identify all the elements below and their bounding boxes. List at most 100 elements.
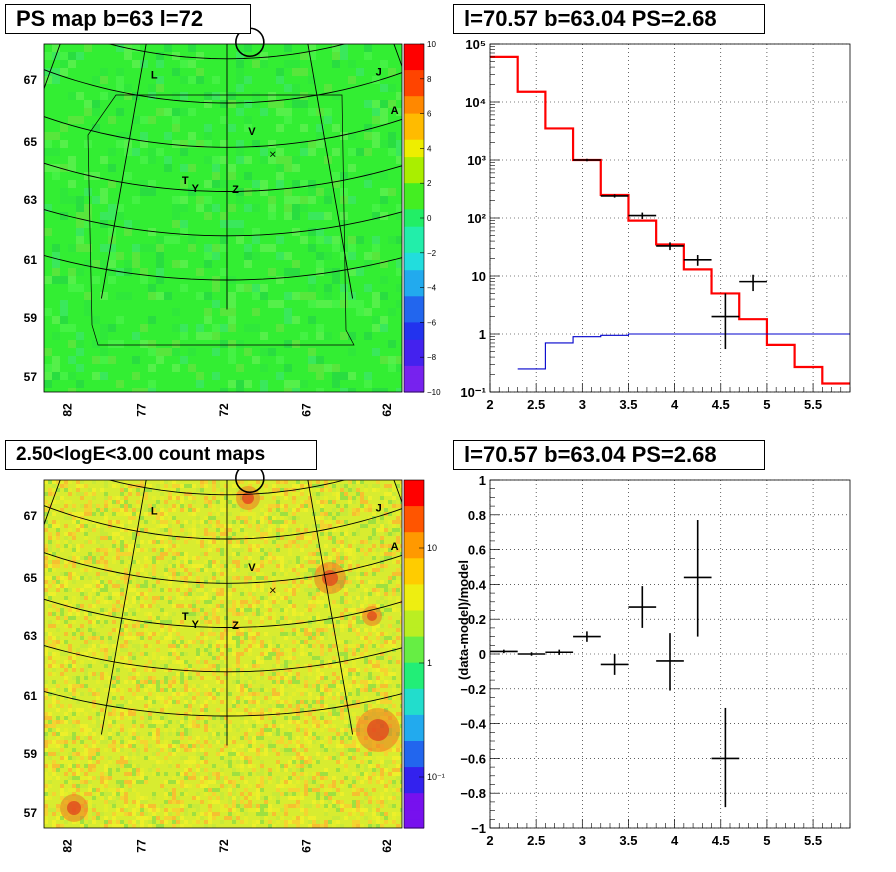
ps_map-longitude-line xyxy=(100,44,147,299)
count_map-hot-spot-core xyxy=(67,801,81,815)
count_map-y-tick-label: 61 xyxy=(24,689,38,703)
count_map-frame xyxy=(43,479,403,829)
count_map-colorbar-cell xyxy=(404,532,424,542)
spectrum-y-tick-label: 10² xyxy=(467,211,486,226)
count_map-hot-spot-core xyxy=(367,719,389,741)
spectrum-data-point xyxy=(739,274,767,292)
count_map-colorbar-cell xyxy=(404,645,424,655)
ps_map-colorbar-tick-label: −4 xyxy=(427,284,437,293)
residual-y-tick-label: 1 xyxy=(479,473,486,488)
ps_map-colorbar-cell xyxy=(404,165,424,176)
ps_map-y-tick-label: 61 xyxy=(24,253,38,267)
ps_map-colorbar-cell xyxy=(404,52,424,62)
spectrum-y-tick-label: 10⁴ xyxy=(465,95,486,110)
ps_map-colorbar-cell xyxy=(404,157,424,167)
ps_map-colorbar-cell xyxy=(404,96,424,106)
count_map-source-label: V xyxy=(248,562,256,574)
ps_map-frame xyxy=(43,43,403,393)
ps_map-source-label: A xyxy=(391,105,399,117)
count_map-colorbar-cell xyxy=(404,636,424,646)
ps_map-colorbar-cell xyxy=(404,278,424,289)
count_map-longitude-line xyxy=(307,480,354,735)
count_map-source-label: C xyxy=(168,425,176,437)
count_map-colorbar-cell xyxy=(404,732,424,742)
residual-y-tick-label: 0.8 xyxy=(468,508,486,523)
spectrum-data-point xyxy=(711,293,740,350)
ps_map-colorbar-cell xyxy=(404,261,424,271)
ps_map-colorbar-cell xyxy=(404,235,424,245)
ps_map-colorbar-tick-label: 2 xyxy=(427,179,432,188)
ps_map-source-label: V xyxy=(248,126,256,138)
count_map-source-label: T xyxy=(182,611,189,623)
count_map-source-cross xyxy=(269,587,276,594)
count_map-colorbar-cell xyxy=(404,688,424,699)
ps_map-colorbar-cell xyxy=(404,183,424,193)
ps_map-colorbar-cell xyxy=(404,200,424,210)
ps_map-colorbar-cell xyxy=(404,191,424,202)
count_map-source-label: U xyxy=(348,425,356,437)
spectrum-data-point xyxy=(683,255,712,266)
count_map-colorbar-cell xyxy=(404,662,424,672)
ps_map-x-tick-label: 72 xyxy=(217,403,231,417)
count_map-colorbar: 10 1 10⁻¹ xyxy=(403,479,445,829)
ps_map-colorbar-cell xyxy=(404,139,424,149)
count_map-colorbar-cell xyxy=(404,697,424,707)
ps_map-colorbar-cell xyxy=(404,357,424,367)
ps_map-colorbar-tick-label: 0 xyxy=(427,214,432,223)
residual-y-tick-label: −0.8 xyxy=(460,786,486,801)
count_map-longitude-line xyxy=(100,480,147,735)
count_map-colorbar-cell xyxy=(404,775,424,786)
ps_map-source-label: U xyxy=(348,0,356,1)
spectrum-series xyxy=(490,55,850,385)
ps_map-colorbar-cell xyxy=(404,148,424,158)
ps_map-colorbar-cell xyxy=(404,383,424,393)
count_map-source-label: N xyxy=(30,615,38,627)
count_map-colorbar-cell xyxy=(404,558,424,568)
ps_map-colorbar-cell xyxy=(404,374,424,384)
residual-y-tick-label: 0.2 xyxy=(468,612,486,627)
ps_map-source-label: T xyxy=(182,175,189,187)
count_map-colorbar-tick-label: 10 xyxy=(427,543,437,553)
ps_map-y-tick-label: 63 xyxy=(24,193,38,207)
ps_map-colorbar-tick-label: −2 xyxy=(427,249,437,258)
residual-title: l=70.57 b=63.04 PS=2.68 xyxy=(453,440,765,470)
count_map-colorbar-cell xyxy=(404,549,424,559)
count_map-source-label: J xyxy=(376,503,382,515)
count_map-colorbar-tick-label: 10⁻¹ xyxy=(427,772,445,782)
count_map-panel: SKFQHXPECBWUBOIDLJMVATYZNG82777267626765… xyxy=(24,425,403,853)
count_map-colorbar-cell xyxy=(404,758,424,768)
count_map-x-tick-label: 72 xyxy=(217,839,231,853)
ps_map-colorbar-tick-label: 8 xyxy=(427,75,432,84)
spectrum-title: l=70.57 b=63.04 PS=2.68 xyxy=(453,4,765,34)
count_map-colorbar-cell xyxy=(404,723,424,733)
residual-data-point xyxy=(600,654,629,675)
spectrum-x-tick-label: 3 xyxy=(579,397,586,412)
spectrum-data-point xyxy=(600,194,629,198)
count_map-colorbar-tick-label: 1 xyxy=(427,658,432,668)
count_map-colorbar-cell xyxy=(404,819,424,829)
residual-y-tick-label: −0.6 xyxy=(460,751,486,766)
count_map-colorbar-cell xyxy=(404,793,424,803)
ps_map-colorbar-tick-label: 4 xyxy=(427,144,432,153)
count_map-colorbar-cell xyxy=(404,575,424,585)
count_map-graticule xyxy=(44,480,402,746)
residual-data-point xyxy=(545,649,574,655)
residual-data-point xyxy=(517,652,546,656)
ps_map-colorbar-tick-label: −8 xyxy=(427,353,437,362)
count_map-source-label: L xyxy=(151,505,158,517)
residual-panel: 2 2.5 3 3.5 4 4.5 5 5.5 1 0.8 0.6 0.4 0.2 0 −0.2 −0.4 −0… xyxy=(456,473,851,848)
residual-y-tick-label: −0.2 xyxy=(460,682,486,697)
ps_map-colorbar-cell xyxy=(404,365,424,376)
residual-data-point xyxy=(573,631,601,642)
ps_map-colorbar-cell xyxy=(404,313,424,323)
ps_map-colorbar-cell xyxy=(404,348,424,358)
ps_map-colorbar-cell xyxy=(404,104,424,115)
ps_map-colorbar-cell xyxy=(404,270,424,280)
ps_map-colorbar-cell xyxy=(404,322,424,332)
ps_map-x-tick-label: 82 xyxy=(60,403,74,417)
ps_map-x-tick-label: 62 xyxy=(380,403,394,417)
count_map-colorbar-cell xyxy=(404,506,424,516)
ps_map-source-label: C xyxy=(168,0,176,1)
ps_map-source-label: J xyxy=(376,67,382,79)
